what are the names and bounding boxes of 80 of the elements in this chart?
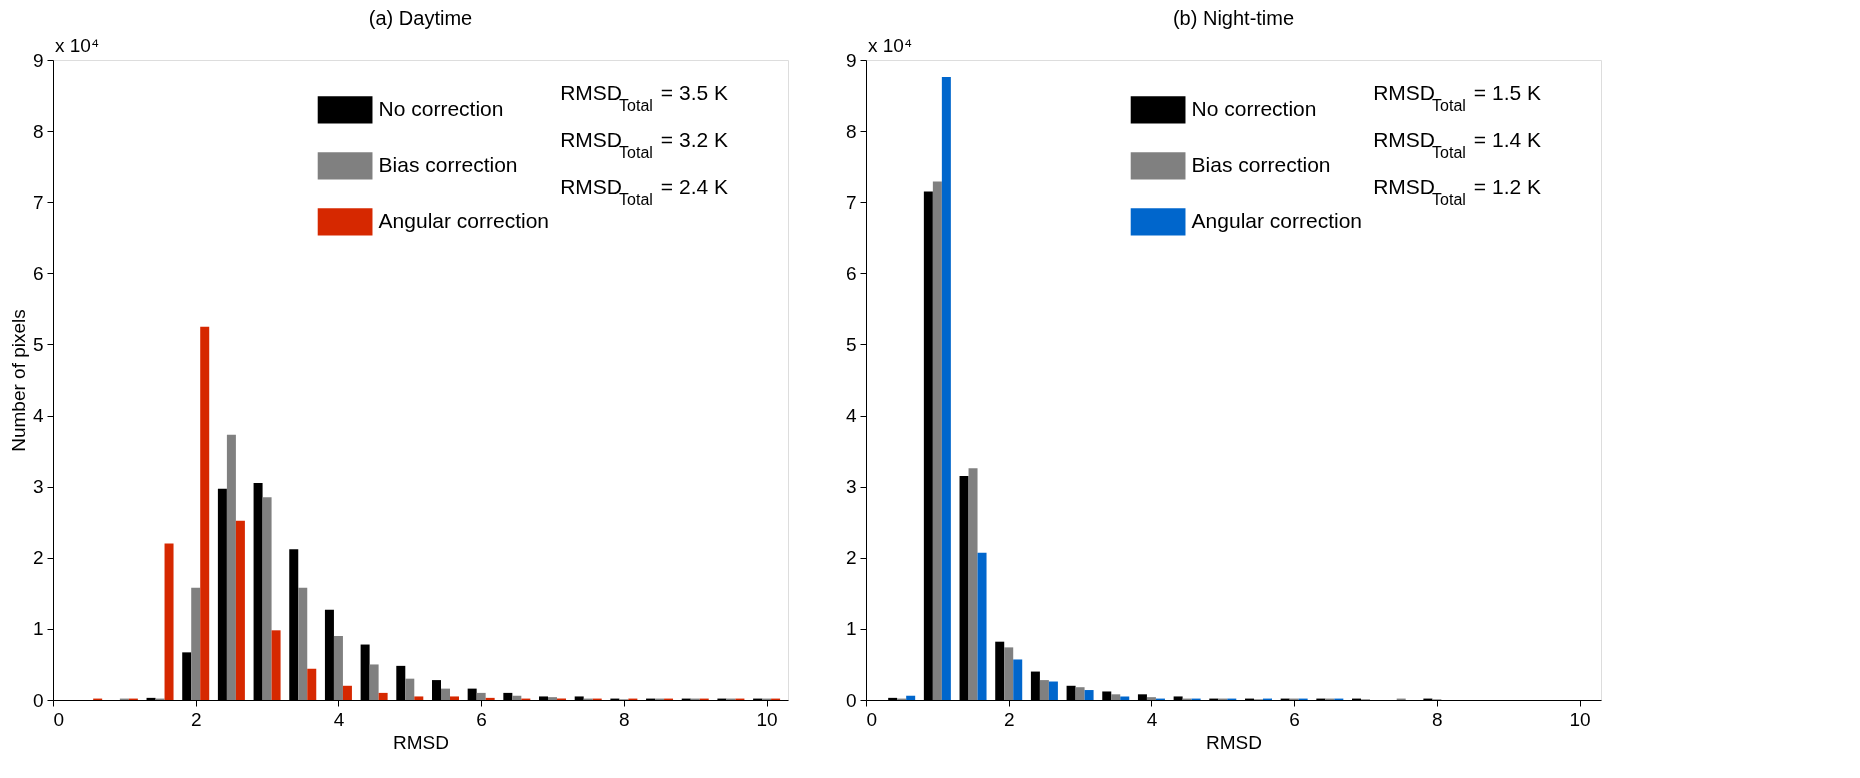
x-tick-label: 6 <box>1289 708 1300 730</box>
x-tick-label: 8 <box>619 708 630 730</box>
bar <box>378 692 388 700</box>
bar <box>1013 659 1023 700</box>
y-tick-label: 9 <box>32 49 44 71</box>
y-tick-label: 4 <box>32 405 44 427</box>
x-tick-label: 6 <box>476 708 487 730</box>
x-tick-label: 10 <box>1569 708 1591 730</box>
bar <box>271 630 281 700</box>
y-tick-label: 0 <box>845 689 857 711</box>
bar <box>449 696 459 700</box>
legend-label: No correction <box>1191 96 1317 120</box>
y-tick-label: 3 <box>845 476 857 498</box>
bar <box>941 77 951 700</box>
x-axis-title: RMSD <box>393 731 449 753</box>
bar <box>235 520 245 700</box>
x-tick-label: 4 <box>333 708 345 730</box>
y-tick-label: 6 <box>845 262 857 284</box>
y-tick-label: 6 <box>32 262 44 284</box>
y-tick-label: 9 <box>845 49 857 71</box>
chart-title: (a) Daytime <box>368 7 473 29</box>
bar <box>191 587 201 700</box>
bar <box>1004 647 1014 700</box>
bar <box>164 543 174 700</box>
y-tick-label: 1 <box>32 618 44 640</box>
bar <box>1146 697 1156 700</box>
y-tick-label: 0 <box>32 689 44 711</box>
bar <box>977 552 987 700</box>
bar <box>485 697 495 700</box>
legend-label: Angular correction <box>378 208 550 232</box>
x-tick-label: 2 <box>1003 708 1015 730</box>
bar <box>342 685 352 700</box>
y-tick-label: 4 <box>845 405 857 427</box>
legend-label: Angular correction <box>1191 208 1363 232</box>
bar <box>1084 690 1094 700</box>
bar <box>440 688 450 700</box>
legend-label: Bias correction <box>378 152 518 176</box>
bar <box>333 636 343 700</box>
y-tick-label: 7 <box>32 191 44 213</box>
y-tick-label: 8 <box>32 120 44 142</box>
text: x 10⁴ <box>868 35 913 56</box>
bar <box>1075 687 1085 700</box>
bar <box>1111 694 1121 700</box>
y-tick-label: 7 <box>845 191 857 213</box>
y-tick-label: 3 <box>32 476 44 498</box>
x-axis-title: RMSD <box>1206 731 1262 753</box>
bar <box>932 181 942 700</box>
x-tick-label: 2 <box>190 708 202 730</box>
x-tick-label: 0 <box>866 708 878 730</box>
bar <box>262 497 272 700</box>
bar <box>968 468 978 700</box>
x-tick-label: 4 <box>1146 708 1158 730</box>
y-tick-label: 5 <box>32 333 44 355</box>
bar <box>1120 696 1130 700</box>
bar <box>548 697 558 700</box>
y-tick-label: 8 <box>845 120 857 142</box>
bar <box>200 326 210 700</box>
y-tick-label: 1 <box>845 618 857 640</box>
y-tick-label: 2 <box>845 547 857 569</box>
x-tick-label: 10 <box>756 708 778 730</box>
bar <box>307 668 317 700</box>
bar <box>405 678 415 700</box>
legend-label: No correction <box>378 96 504 120</box>
y-tick-label: 5 <box>845 333 857 355</box>
bar <box>369 664 379 700</box>
bar <box>1048 681 1058 700</box>
y-tick-label: 2 <box>32 547 44 569</box>
bar <box>1039 680 1049 700</box>
bar <box>414 696 424 700</box>
bar <box>512 695 522 700</box>
bar <box>226 434 236 700</box>
y-axis-title: Number of pixels <box>7 309 29 452</box>
chart-title: (b) Night-time <box>1172 7 1295 29</box>
legend-label: Bias correction <box>1191 152 1331 176</box>
bar <box>298 587 308 700</box>
bar <box>906 695 916 700</box>
x-tick-label: 8 <box>1432 708 1443 730</box>
x-tick-label: 0 <box>53 708 65 730</box>
text: x 10⁴ <box>55 35 100 56</box>
bar <box>476 692 486 700</box>
